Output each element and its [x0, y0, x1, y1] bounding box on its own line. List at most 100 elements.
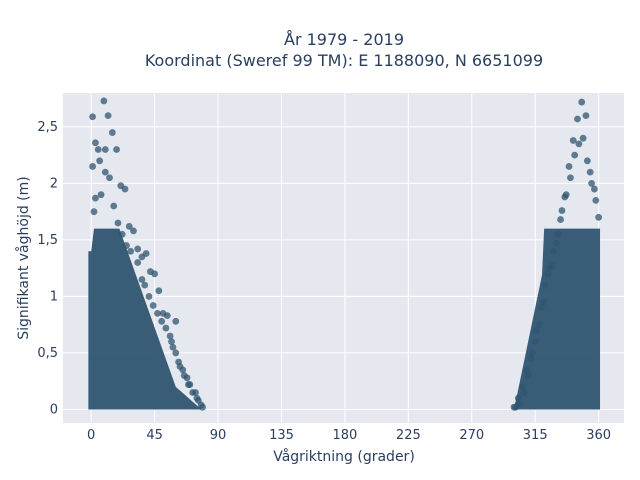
data-point	[100, 97, 108, 105]
data-point	[113, 146, 120, 153]
x-tick-label: 360	[586, 428, 611, 443]
data-point	[169, 343, 177, 351]
data-point	[175, 358, 182, 366]
data-point	[125, 222, 133, 230]
y-tick-label: 1	[50, 289, 58, 304]
data-point	[104, 112, 112, 120]
data-point	[121, 185, 129, 193]
data-point	[145, 293, 153, 300]
data-point	[528, 349, 536, 357]
data-point	[512, 403, 519, 411]
data-point	[162, 324, 170, 332]
data-point	[130, 227, 137, 235]
data-point	[541, 281, 549, 289]
x-tick-label: 225	[396, 428, 421, 443]
data-point	[92, 139, 99, 147]
data-point	[552, 239, 560, 247]
data-point	[89, 163, 97, 170]
data-point	[106, 174, 113, 182]
data-point	[97, 191, 105, 199]
x-tick-label: 45	[146, 428, 163, 443]
data-point	[578, 98, 586, 106]
data-point	[531, 338, 539, 346]
data-points	[88, 97, 603, 411]
y-tick-label: 1,5	[37, 233, 58, 248]
data-point	[172, 349, 180, 357]
data-point	[514, 394, 522, 402]
data-point	[123, 242, 130, 249]
chart-subtitle: Koordinat (Sweref 99 TM): E 1188090, N 6…	[145, 51, 543, 70]
data-point	[118, 230, 126, 238]
data-point	[524, 372, 532, 379]
data-point	[574, 115, 581, 123]
data-point	[533, 326, 541, 334]
y-tick-label: 0,5	[37, 346, 58, 361]
y-tick-label: 2,5	[37, 120, 58, 135]
data-point	[149, 302, 157, 309]
data-point	[595, 213, 603, 221]
data-point	[527, 355, 535, 362]
x-tick-label: 315	[523, 428, 548, 443]
data-point	[192, 389, 199, 396]
data-point	[172, 317, 180, 325]
data-point	[101, 168, 109, 176]
data-point	[166, 332, 174, 340]
x-tick-labels: 0 45 90 135 180 225 270 315 360	[87, 428, 611, 443]
x-tick-label: 270	[459, 428, 484, 443]
data-point	[586, 168, 594, 176]
data-point	[537, 304, 545, 312]
point-cluster-north-east	[88, 228, 202, 410]
y-tick-label: 0	[50, 402, 58, 417]
data-point	[199, 403, 206, 411]
data-point	[96, 157, 104, 165]
data-point	[138, 276, 146, 283]
data-point	[550, 247, 557, 255]
chart-title: År 1979 - 2019	[284, 30, 404, 49]
data-point	[108, 129, 116, 136]
data-point	[554, 230, 562, 238]
data-point	[520, 389, 528, 396]
data-point	[186, 381, 194, 388]
data-point	[183, 374, 191, 382]
data-point	[567, 174, 574, 182]
y-tick-label: 2	[50, 176, 58, 191]
data-point	[168, 338, 175, 346]
x-axis-title: Vågriktning (grader)	[273, 448, 415, 465]
data-point	[92, 194, 99, 202]
data-point	[142, 250, 150, 257]
data-point	[571, 151, 579, 159]
data-point	[89, 113, 97, 121]
data-point	[110, 202, 118, 210]
y-axis-title: Signifikant våghöjd (m)	[15, 176, 32, 339]
data-point	[523, 366, 531, 374]
data-point	[590, 185, 598, 193]
x-tick-label: 180	[332, 428, 357, 443]
data-point	[562, 191, 570, 199]
x-tick-label: 135	[269, 428, 294, 443]
data-point	[582, 112, 590, 120]
data-point	[94, 146, 102, 153]
data-point	[141, 281, 149, 289]
data-point	[151, 270, 159, 278]
data-point	[588, 180, 595, 187]
data-point	[155, 287, 163, 295]
data-point	[134, 245, 142, 253]
data-point	[544, 270, 552, 278]
data-point	[540, 298, 548, 306]
data-point	[575, 140, 583, 148]
data-point	[127, 247, 135, 255]
x-tick-label: 0	[87, 428, 95, 443]
data-point	[519, 383, 526, 391]
data-point	[583, 157, 591, 165]
data-point	[194, 396, 202, 404]
data-point	[163, 312, 171, 320]
data-point	[536, 321, 543, 329]
data-point	[90, 208, 98, 216]
data-point	[569, 137, 577, 144]
point-cluster-north-west	[514, 228, 601, 410]
data-point	[134, 259, 142, 266]
data-point	[114, 219, 122, 227]
data-point	[579, 134, 587, 142]
